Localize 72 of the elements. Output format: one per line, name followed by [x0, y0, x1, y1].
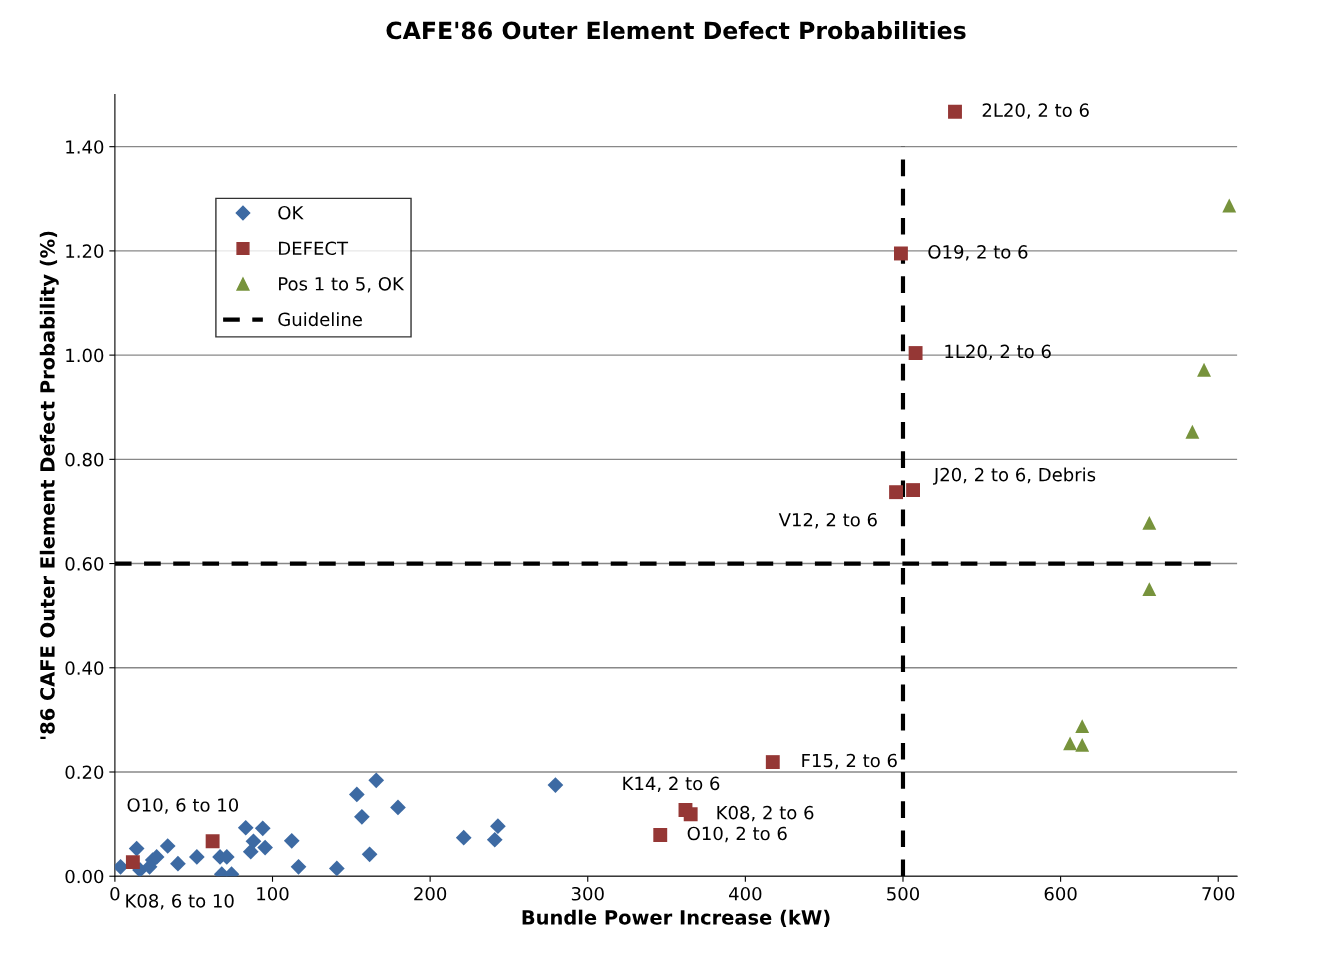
- x-tick-label: 0: [110, 886, 120, 901]
- point: [547, 777, 564, 793]
- point: [1142, 515, 1157, 530]
- x-tick-label: 500: [887, 886, 920, 901]
- point: [283, 832, 300, 849]
- annotation: J20, 2 to 6, Debris: [932, 467, 1096, 485]
- point: [361, 846, 378, 863]
- annotation: K08, 2 to 6: [717, 805, 814, 822]
- legend-label: Pos 1 to 5, OK: [279, 276, 405, 293]
- point: [1222, 198, 1237, 213]
- point: [242, 843, 259, 860]
- x-tick-label: 400: [729, 886, 762, 901]
- x-tick-label: 600: [1044, 886, 1077, 901]
- point: [328, 860, 345, 877]
- annotation: K14, 2 to 6: [623, 776, 720, 793]
- x-axis-title: Bundle Power Increase (kW): [522, 909, 830, 928]
- annotation: K08, 6 to 10: [126, 894, 234, 910]
- point: [906, 483, 921, 498]
- point: [170, 855, 186, 872]
- point: [893, 246, 908, 261]
- annotation: O10, 2 to 6: [687, 826, 787, 843]
- point: [908, 346, 923, 360]
- point: [653, 828, 668, 842]
- point: [390, 799, 406, 816]
- point: [348, 786, 365, 803]
- x-tick-label: 300: [571, 886, 604, 901]
- point: [205, 834, 220, 849]
- point: [189, 849, 205, 865]
- y-tick-label: 0.40: [65, 661, 104, 675]
- x-tick-label: 200: [414, 886, 447, 901]
- y-tick-label: 1.40: [66, 140, 104, 154]
- y-axis-title: '86 CAFE Outer Element Defect Probability (%): [39, 231, 59, 739]
- legend-label: DEFECT: [279, 241, 349, 256]
- legend-label: OK: [278, 205, 304, 220]
- annotation: O10, 6 to 10: [127, 798, 239, 814]
- point: [1197, 362, 1211, 377]
- y-tick-label: 1.00: [66, 348, 104, 363]
- chart-title: CAFE'86 Outer Element Defect Probabilities: [386, 21, 966, 40]
- point: [237, 819, 254, 836]
- point: [254, 820, 271, 837]
- point: [1075, 719, 1090, 734]
- point: [1142, 582, 1157, 597]
- point: [683, 807, 698, 822]
- point: [490, 818, 506, 835]
- y-tick-label: 1.20: [66, 244, 104, 259]
- annotation: V12, 2 to 6: [778, 512, 877, 529]
- point: [765, 755, 780, 770]
- legend-label: Guideline: [278, 312, 362, 327]
- y-tick-label: 0.80: [65, 452, 104, 467]
- point: [128, 840, 145, 857]
- point: [455, 829, 472, 846]
- point: [1185, 424, 1200, 439]
- point: [159, 838, 176, 854]
- annotation: 2L20, 2 to 6: [982, 103, 1089, 119]
- point: [354, 808, 370, 825]
- point: [125, 855, 140, 870]
- annotation: 1L20, 2 to 6: [945, 344, 1051, 361]
- x-tick-label: 700: [1202, 886, 1235, 901]
- y-tick-label: 0.00: [65, 869, 104, 884]
- point: [486, 831, 503, 848]
- annotation: O19, 2 to 6: [928, 245, 1028, 261]
- point: [290, 858, 307, 875]
- x-tick-label: 100: [257, 886, 289, 901]
- point: [1063, 736, 1078, 751]
- annotation: F15, 2 to 6: [802, 753, 897, 770]
- y-tick-label: 0.20: [65, 765, 104, 780]
- point: [948, 104, 962, 119]
- point: [889, 485, 903, 500]
- point: [257, 839, 273, 856]
- point: [1075, 737, 1090, 752]
- point: [368, 772, 385, 789]
- y-tick-label: 0.60: [65, 557, 104, 571]
